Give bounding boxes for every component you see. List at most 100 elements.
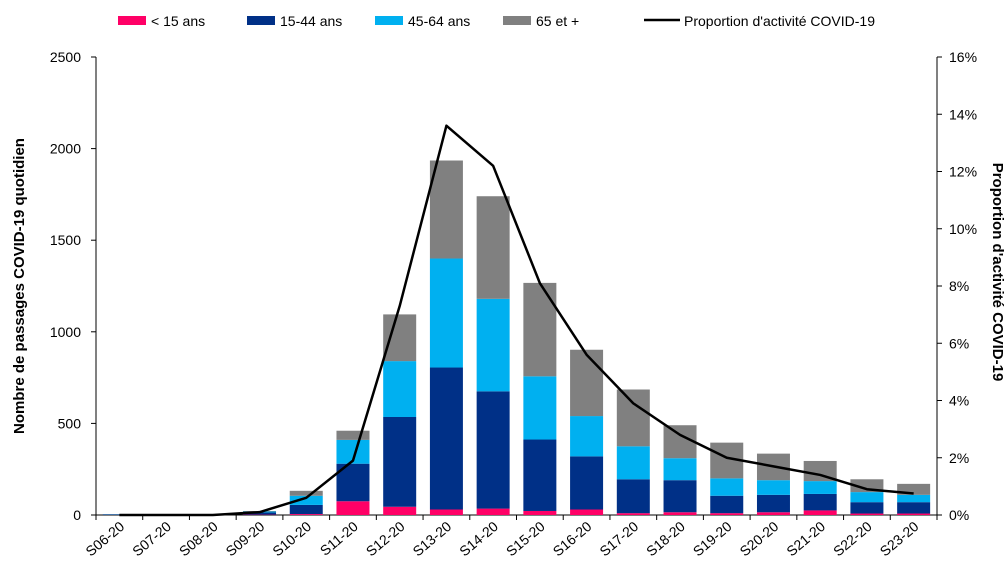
bar-segment-S17-20-series-1	[616, 513, 650, 515]
bar-segment-S12-20-series-2	[383, 416, 417, 507]
bar-segment-S23-20-series-1	[897, 513, 931, 515]
left-tick-label: 1000	[50, 324, 81, 340]
legend-swatch-series-4	[503, 16, 531, 25]
bar-segment-S13-20-series-1	[429, 509, 463, 515]
x-tick-label: S21-20	[783, 518, 828, 559]
bar-segment-S22-20-series-2	[850, 502, 884, 514]
legend-label-series-4: 65 et +	[536, 13, 579, 29]
bar-segment-S18-20-series-1	[663, 512, 697, 515]
bars	[102, 160, 931, 515]
bar-segment-S15-20-series-2	[523, 439, 557, 511]
bar-segment-S21-20-series-4	[803, 460, 837, 482]
bar-segment-S16-20-series-2	[570, 456, 604, 510]
x-tick-label: S18-20	[643, 518, 688, 559]
bar-segment-S14-20-series-1	[476, 508, 510, 515]
x-tick-label: S20-20	[737, 518, 782, 559]
bar-segment-S15-20-series-1	[523, 510, 557, 515]
bar-segment-S19-20-series-2	[710, 495, 744, 514]
legend-label-series-2: 15-44 ans	[280, 13, 342, 29]
x-tick-label: S19-20	[690, 518, 735, 559]
bar-segment-S18-20-series-4	[663, 425, 697, 459]
bar-segment-S13-20-series-3	[429, 258, 463, 368]
bar-segment-S20-20-series-3	[756, 480, 790, 495]
bar-segment-S11-20-series-1	[336, 501, 370, 515]
right-tick-label: 10%	[949, 221, 977, 237]
bar-segment-S23-20-series-2	[897, 502, 931, 514]
legend-swatch-series-3	[375, 16, 403, 25]
x-tick-label: S16-20	[550, 518, 595, 559]
x-tick-label: S17-20	[596, 518, 641, 559]
x-tick-label: S07-20	[129, 518, 174, 559]
right-tick-label: 14%	[949, 106, 977, 122]
bar-segment-S23-20-series-4	[897, 483, 931, 495]
x-tick-label: S15-20	[503, 518, 548, 559]
bar-segment-S18-20-series-3	[663, 458, 697, 481]
bar-segment-S12-20-series-3	[383, 361, 417, 417]
right-tick-label: 6%	[949, 335, 969, 351]
bar-segment-S23-20-series-3	[897, 494, 931, 503]
right-tick-label: 8%	[949, 278, 969, 294]
x-tick-label: S06-20	[82, 518, 127, 559]
legend: < 15 ans 15-44 ans 45-64 ans 65 et + Proport…	[118, 13, 875, 29]
bar-segment-S10-20-series-3	[289, 495, 323, 505]
x-tick-label: S11-20	[317, 518, 361, 559]
bar-segment-S19-20-series-1	[710, 513, 744, 515]
bar-segment-S14-20-series-2	[476, 391, 510, 509]
bar-segment-S13-20-series-4	[429, 160, 463, 259]
bar-segment-S09-20-series-2	[243, 512, 277, 515]
bar-segment-S20-20-series-1	[756, 512, 790, 515]
x-tick-label: S22-20	[830, 518, 875, 559]
bar-segment-S21-20-series-1	[803, 510, 837, 515]
bar-segment-S14-20-series-4	[476, 196, 510, 299]
bar-segment-S14-20-series-3	[476, 298, 510, 392]
legend-label-line: Proportion d'activité COVID-19	[684, 13, 875, 29]
x-tick-label: S23-20	[877, 518, 922, 559]
bar-segment-S12-20-series-1	[383, 506, 417, 515]
bar-segment-S10-20-series-2	[289, 504, 323, 515]
bar-segment-S18-20-series-2	[663, 480, 697, 513]
x-tick-label: S09-20	[223, 518, 268, 559]
left-tick-label: 2000	[50, 141, 81, 157]
right-tick-label: 2%	[949, 450, 969, 466]
left-tick-label: 2500	[50, 49, 81, 65]
y2-axis-title: Proportion d'activité COVID-19	[989, 163, 1006, 382]
bar-segment-S16-20-series-1	[570, 509, 604, 515]
bar-segment-S12-20-series-4	[383, 314, 417, 362]
bar-segment-S16-20-series-3	[570, 416, 604, 457]
proportion-line-layer	[119, 124, 914, 517]
bar-segment-S17-20-series-4	[616, 389, 650, 447]
bar-segment-S17-20-series-3	[616, 446, 650, 480]
y-axis-title: Nombre de passages COVID-19 quotidien	[11, 138, 28, 434]
bar-segment-S20-20-series-2	[756, 494, 790, 513]
legend-swatch-series-1	[118, 16, 146, 25]
legend-swatch-series-2	[247, 16, 275, 25]
right-tick-label: 16%	[949, 49, 977, 65]
x-tick-label: S13-20	[409, 518, 454, 559]
x-tick-label: S14-20	[456, 518, 501, 559]
bar-segment-S16-20-series-4	[570, 349, 604, 417]
bar-segment-S11-20-series-3	[336, 439, 370, 464]
ticks: 0 500 1000 1500 2000 2500 0% 2% 4% 6% 8% 10% 12% 14% 1…	[50, 49, 977, 559]
legend-label-series-3: 45-64 ans	[408, 13, 470, 29]
bar-segment-S21-20-series-2	[803, 493, 837, 511]
bar-segment-S17-20-series-2	[616, 479, 650, 514]
right-tick-label: 12%	[949, 164, 977, 180]
bar-segment-S13-20-series-2	[429, 367, 463, 510]
legend-label-series-1: < 15 ans	[151, 13, 205, 29]
x-tick-label: S10-20	[269, 518, 314, 559]
axes	[95, 57, 938, 516]
bar-segment-S19-20-series-3	[710, 478, 744, 496]
right-tick-label: 4%	[949, 393, 969, 409]
bar-segment-S15-20-series-4	[523, 282, 557, 377]
left-tick-label: 500	[58, 415, 82, 431]
left-tick-label: 0	[73, 507, 81, 523]
proportion-line	[119, 124, 914, 517]
x-tick-label: S12-20	[363, 518, 408, 559]
x-tick-label: S08-20	[176, 518, 221, 559]
bar-segment-S15-20-series-3	[523, 376, 557, 440]
bar-segment-S11-20-series-4	[336, 430, 370, 440]
left-tick-label: 1500	[50, 232, 81, 248]
bar-segment-S22-20-series-1	[850, 513, 884, 515]
